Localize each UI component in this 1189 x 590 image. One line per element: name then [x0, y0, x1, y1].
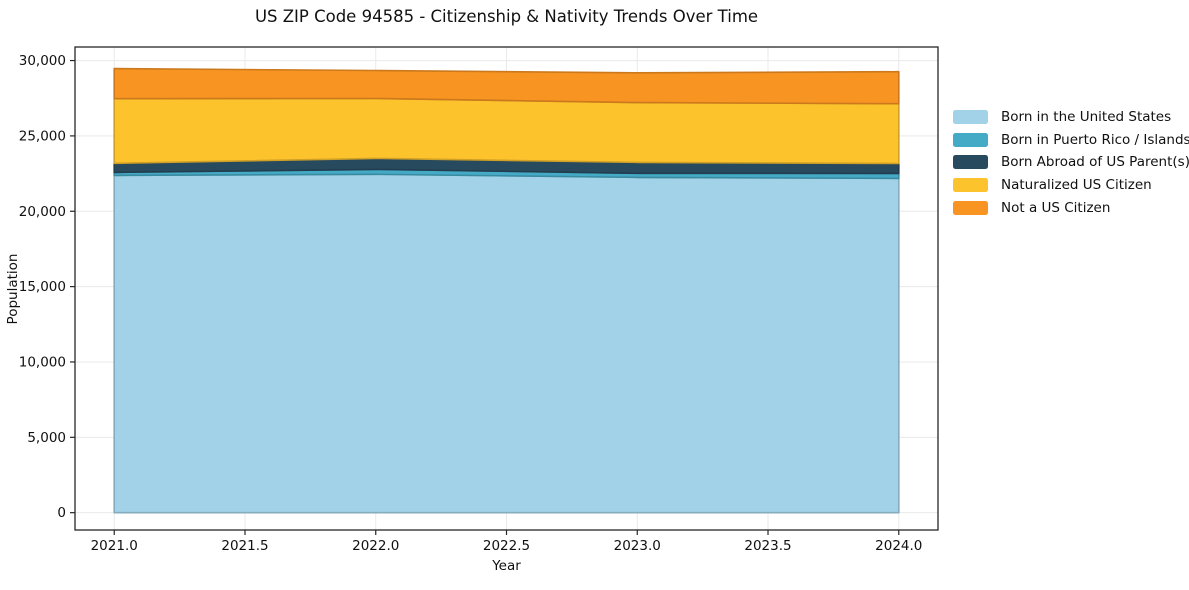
y-tick-label: 10,000	[19, 354, 66, 370]
x-axis-label: Year	[492, 558, 521, 574]
y-axis-label: Population	[5, 253, 21, 325]
legend-item: Not a US Citizen	[953, 196, 1189, 219]
legend-swatch-icon	[953, 178, 988, 193]
x-tick-label: 2023.0	[614, 538, 661, 554]
legend-swatch-icon	[953, 132, 988, 147]
area-not-a-us-citizen	[113, 67, 900, 105]
x-tick-label: 2022.0	[352, 538, 399, 554]
x-tick-label: 2021.5	[221, 538, 268, 554]
y-tick-label: 15,000	[19, 279, 66, 295]
legend-item: Naturalized US Citizen	[953, 174, 1189, 197]
x-tick-label: 2021.0	[91, 538, 138, 554]
legend-item: Born Abroad of US Parent(s)	[953, 151, 1189, 174]
y-tick-label: 30,000	[19, 53, 66, 69]
legend-item: Born in the United States	[953, 106, 1189, 129]
legend-swatch-icon	[953, 200, 988, 215]
chart-title: US ZIP Code 94585 - Citizenship & Nativi…	[254, 7, 759, 26]
x-tick-label: 2024.0	[875, 538, 922, 554]
x-tick-label: 2022.5	[483, 538, 530, 554]
legend-label: Naturalized US Citizen	[1001, 177, 1152, 194]
legend-label: Born Abroad of US Parent(s)	[1001, 154, 1189, 171]
x-tick-label: 2023.5	[744, 538, 791, 554]
y-tick-label: 0	[57, 505, 66, 521]
legend-swatch-icon	[953, 155, 988, 170]
legend-label: Born in Puerto Rico / Islands	[1001, 131, 1189, 148]
legend-label: Born in the United States	[1001, 109, 1172, 126]
legend: Born in the United States Born in Puerto …	[953, 106, 1189, 219]
area-born-in-the-united-states	[113, 173, 900, 514]
legend-label: Not a US Citizen	[1001, 199, 1111, 216]
area-naturalized-us-citizen	[113, 97, 900, 165]
legend-swatch-icon	[953, 110, 988, 125]
y-tick-label: 20,000	[19, 204, 66, 220]
y-tick-label: 25,000	[19, 128, 66, 144]
y-tick-label: 5,000	[27, 430, 66, 446]
legend-item: Born in Puerto Rico / Islands	[953, 129, 1189, 152]
